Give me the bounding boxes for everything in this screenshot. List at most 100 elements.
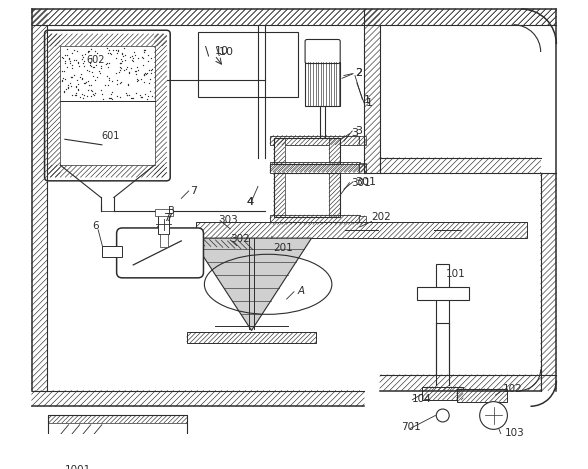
- Point: [89, 73, 98, 80]
- Text: 102: 102: [503, 385, 523, 394]
- Point: [104, 76, 113, 84]
- Point: [139, 71, 148, 79]
- Point: [102, 72, 112, 80]
- Point: [77, 91, 86, 98]
- Point: [127, 94, 136, 102]
- Point: [86, 92, 96, 99]
- Point: [88, 63, 97, 70]
- Point: [115, 63, 125, 71]
- Point: [58, 67, 67, 75]
- Point: [140, 46, 149, 54]
- Point: [120, 66, 129, 74]
- Point: [92, 74, 102, 81]
- Bar: [422, 387, 463, 400]
- Point: [78, 53, 88, 61]
- Point: [127, 94, 136, 102]
- Point: [78, 60, 88, 67]
- Point: [92, 50, 102, 57]
- Point: [67, 49, 76, 57]
- Point: [103, 63, 113, 71]
- Point: [116, 78, 125, 85]
- Point: [71, 91, 81, 98]
- Point: [118, 49, 127, 57]
- Point: [125, 53, 135, 61]
- Point: [113, 81, 122, 88]
- Point: [121, 52, 130, 59]
- Point: [108, 46, 118, 53]
- Point: [144, 66, 153, 74]
- Point: [138, 53, 147, 61]
- Point: [71, 83, 81, 91]
- Bar: [380, 375, 540, 391]
- Bar: [380, 158, 540, 174]
- Bar: [196, 222, 527, 238]
- Point: [77, 52, 86, 59]
- Point: [143, 92, 153, 99]
- Point: [79, 91, 88, 98]
- Point: [146, 54, 155, 61]
- Point: [116, 55, 125, 62]
- Point: [121, 56, 130, 64]
- Point: [106, 50, 115, 58]
- Point: [82, 92, 92, 99]
- Point: [115, 60, 124, 67]
- Point: [57, 53, 66, 61]
- Point: [79, 95, 88, 102]
- Text: 303: 303: [218, 215, 238, 225]
- Point: [62, 63, 72, 70]
- Point: [112, 93, 122, 100]
- Bar: [273, 138, 285, 164]
- Text: 601: 601: [102, 131, 120, 141]
- Point: [87, 68, 96, 75]
- Bar: [155, 209, 173, 216]
- Bar: [417, 287, 469, 300]
- Point: [81, 50, 90, 58]
- Point: [67, 91, 76, 99]
- Point: [78, 74, 87, 82]
- Point: [57, 77, 66, 85]
- Bar: [102, 246, 122, 257]
- Point: [65, 58, 74, 65]
- Point: [79, 79, 88, 87]
- Point: [133, 54, 143, 62]
- Point: [83, 48, 93, 56]
- Point: [59, 68, 69, 75]
- Point: [70, 91, 79, 98]
- Point: [69, 72, 79, 79]
- Point: [135, 91, 145, 99]
- Point: [95, 67, 104, 75]
- Point: [128, 94, 137, 102]
- Point: [122, 66, 131, 73]
- Point: [72, 48, 82, 55]
- Point: [128, 53, 137, 60]
- Point: [141, 69, 150, 76]
- Point: [69, 46, 79, 54]
- Point: [83, 47, 92, 54]
- Point: [105, 94, 115, 102]
- Point: [91, 62, 101, 69]
- Point: [71, 57, 81, 64]
- Point: [106, 91, 116, 98]
- Point: [139, 46, 149, 54]
- Bar: [364, 9, 380, 174]
- Point: [91, 90, 100, 97]
- Point: [89, 91, 99, 98]
- Text: 3: 3: [355, 126, 362, 136]
- Bar: [90, 445, 129, 461]
- Point: [105, 60, 114, 67]
- Point: [107, 77, 116, 84]
- Point: [113, 46, 122, 53]
- Point: [115, 66, 125, 74]
- Point: [129, 48, 138, 55]
- Bar: [32, 9, 48, 391]
- Point: [61, 85, 71, 93]
- Text: 301: 301: [351, 178, 371, 189]
- Point: [115, 59, 125, 66]
- Point: [146, 70, 155, 77]
- Point: [60, 57, 69, 64]
- Point: [138, 54, 148, 62]
- Point: [115, 79, 125, 86]
- Point: [123, 81, 133, 88]
- Point: [80, 62, 89, 70]
- Bar: [270, 215, 360, 224]
